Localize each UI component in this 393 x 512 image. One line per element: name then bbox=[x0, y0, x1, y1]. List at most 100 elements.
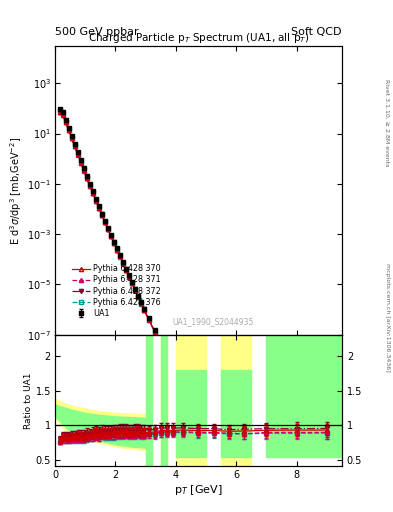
Pythia 6.428 370 bbox=[108, 233, 113, 239]
Pythia 6.428 371 bbox=[96, 205, 101, 211]
Pythia 6.428 376 bbox=[264, 466, 269, 473]
Pythia 6.428 371 bbox=[60, 112, 65, 118]
Pythia 6.428 371 bbox=[94, 198, 98, 204]
Pythia 6.428 372 bbox=[84, 175, 89, 181]
Pythia 6.428 370 bbox=[133, 287, 138, 293]
Pythia 6.428 371 bbox=[99, 212, 104, 218]
Pythia 6.428 376 bbox=[136, 294, 140, 300]
Pythia 6.428 370 bbox=[121, 260, 125, 266]
Pythia 6.428 370 bbox=[146, 316, 151, 323]
Bar bbox=[161, 335, 167, 466]
Pythia 6.428 370 bbox=[164, 350, 169, 356]
Pythia 6.428 376 bbox=[196, 395, 201, 401]
Pythia 6.428 376 bbox=[112, 240, 116, 246]
Pythia 6.428 372 bbox=[121, 260, 125, 266]
Pythia 6.428 371 bbox=[127, 273, 131, 280]
Pythia 6.428 376 bbox=[63, 119, 68, 125]
Pythia 6.428 370 bbox=[66, 127, 71, 133]
Pythia 6.428 372 bbox=[115, 246, 119, 252]
Pythia 6.428 370 bbox=[124, 267, 129, 273]
Line: Pythia 6.428 376: Pythia 6.428 376 bbox=[58, 110, 329, 512]
Pythia 6.428 372 bbox=[99, 211, 104, 218]
Bar bbox=[161, 335, 167, 466]
Text: UA1_1990_S2044935: UA1_1990_S2044935 bbox=[172, 317, 253, 326]
Pythia 6.428 372 bbox=[226, 426, 231, 433]
Pythia 6.428 370 bbox=[226, 427, 231, 433]
Pythia 6.428 372 bbox=[81, 166, 86, 173]
Pythia 6.428 372 bbox=[241, 440, 246, 446]
Pythia 6.428 372 bbox=[96, 204, 101, 210]
Pythia 6.428 372 bbox=[72, 142, 77, 148]
Pythia 6.428 370 bbox=[152, 328, 157, 334]
Pythia 6.428 376 bbox=[158, 339, 163, 346]
Line: Pythia 6.428 371: Pythia 6.428 371 bbox=[57, 110, 329, 512]
Y-axis label: Ratio to UA1: Ratio to UA1 bbox=[24, 372, 33, 429]
Pythia 6.428 371 bbox=[196, 395, 201, 401]
Pythia 6.428 376 bbox=[90, 190, 95, 197]
Bar bbox=[176, 370, 191, 457]
Pythia 6.428 370 bbox=[264, 466, 269, 472]
Title: Charged Particle p$_T$ Spectrum (UA1, all p$_T$): Charged Particle p$_T$ Spectrum (UA1, al… bbox=[88, 31, 309, 45]
Pythia 6.428 376 bbox=[99, 212, 104, 218]
Text: mcplots.cern.ch [arXiv:1306.3436]: mcplots.cern.ch [arXiv:1306.3436] bbox=[385, 263, 389, 372]
Bar bbox=[191, 335, 206, 466]
Pythia 6.428 370 bbox=[171, 359, 175, 366]
Pythia 6.428 371 bbox=[81, 167, 86, 174]
Pythia 6.428 376 bbox=[181, 375, 186, 381]
Text: 500 GeV ppbar: 500 GeV ppbar bbox=[55, 28, 139, 37]
Pythia 6.428 376 bbox=[294, 497, 299, 503]
Pythia 6.428 370 bbox=[142, 307, 147, 313]
Pythia 6.428 370 bbox=[90, 190, 95, 196]
Pythia 6.428 376 bbox=[164, 350, 169, 356]
Pythia 6.428 371 bbox=[105, 226, 110, 232]
Legend: Pythia 6.428 370, Pythia 6.428 371, Pythia 6.428 372, Pythia 6.428 376, UA1: Pythia 6.428 370, Pythia 6.428 371, Pyth… bbox=[70, 263, 162, 319]
Pythia 6.428 372 bbox=[57, 108, 62, 114]
Pythia 6.428 376 bbox=[81, 167, 86, 174]
Pythia 6.428 372 bbox=[264, 465, 269, 472]
Pythia 6.428 376 bbox=[211, 412, 216, 418]
Pythia 6.428 372 bbox=[133, 286, 138, 292]
Bar bbox=[176, 335, 191, 466]
Pythia 6.428 371 bbox=[211, 412, 216, 418]
Pythia 6.428 371 bbox=[78, 160, 83, 166]
X-axis label: p$_T$ [GeV]: p$_T$ [GeV] bbox=[174, 483, 223, 497]
Pythia 6.428 376 bbox=[75, 152, 80, 158]
Pythia 6.428 370 bbox=[115, 246, 119, 252]
Pythia 6.428 371 bbox=[130, 280, 134, 286]
Pythia 6.428 376 bbox=[66, 127, 71, 133]
Pythia 6.428 371 bbox=[226, 427, 231, 433]
Pythia 6.428 376 bbox=[130, 281, 134, 287]
Pythia 6.428 371 bbox=[264, 466, 269, 472]
Pythia 6.428 371 bbox=[118, 253, 122, 260]
Pythia 6.428 371 bbox=[69, 135, 74, 141]
Pythia 6.428 370 bbox=[158, 339, 163, 345]
Pythia 6.428 372 bbox=[152, 328, 157, 334]
Pythia 6.428 372 bbox=[171, 359, 175, 365]
Pythia 6.428 376 bbox=[57, 109, 62, 115]
Pythia 6.428 370 bbox=[87, 182, 92, 188]
Pythia 6.428 372 bbox=[164, 349, 169, 355]
Pythia 6.428 370 bbox=[211, 412, 216, 418]
Pythia 6.428 376 bbox=[124, 267, 129, 273]
Pythia 6.428 370 bbox=[63, 119, 68, 125]
Pythia 6.428 372 bbox=[105, 225, 110, 231]
Pythia 6.428 371 bbox=[63, 119, 68, 125]
Pythia 6.428 372 bbox=[60, 111, 65, 117]
Pythia 6.428 376 bbox=[115, 247, 119, 253]
Pythia 6.428 372 bbox=[124, 266, 129, 272]
Pythia 6.428 370 bbox=[57, 109, 62, 115]
Pythia 6.428 372 bbox=[69, 135, 74, 141]
Pythia 6.428 376 bbox=[226, 427, 231, 433]
Pythia 6.428 371 bbox=[124, 267, 129, 273]
Pythia 6.428 371 bbox=[121, 260, 125, 266]
Pythia 6.428 376 bbox=[94, 198, 98, 204]
Pythia 6.428 376 bbox=[139, 301, 143, 307]
Pythia 6.428 371 bbox=[136, 294, 140, 300]
Pythia 6.428 371 bbox=[152, 329, 157, 335]
Pythia 6.428 370 bbox=[60, 111, 65, 117]
Pythia 6.428 371 bbox=[115, 247, 119, 253]
Bar bbox=[221, 335, 251, 466]
Pythia 6.428 376 bbox=[84, 175, 89, 181]
Pythia 6.428 372 bbox=[94, 197, 98, 203]
Pythia 6.428 372 bbox=[63, 118, 68, 124]
